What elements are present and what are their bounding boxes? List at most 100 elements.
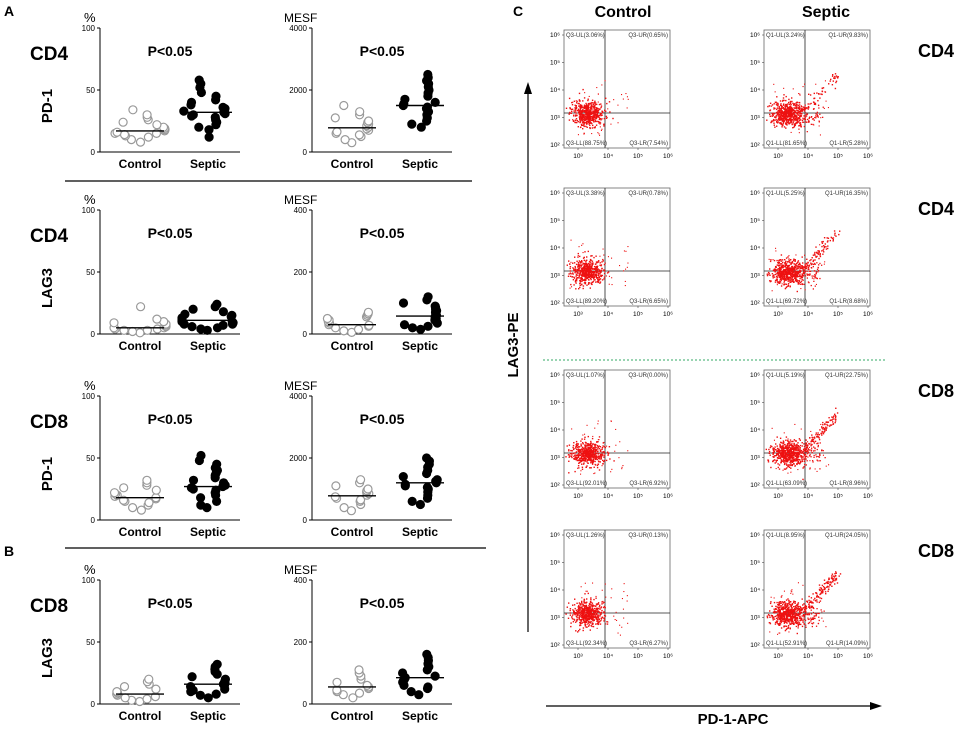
event-dot — [579, 454, 581, 456]
event-dot — [574, 280, 577, 282]
event-dot — [603, 612, 606, 614]
event-dot — [802, 262, 804, 264]
event-dot — [590, 613, 592, 615]
event-dot — [575, 106, 578, 109]
event-dot — [798, 456, 800, 458]
event-dot — [580, 451, 582, 453]
event-dot — [785, 99, 787, 102]
event-dot — [576, 620, 578, 622]
event-dot — [783, 272, 785, 275]
event-dot — [797, 268, 799, 270]
event-dot — [776, 104, 778, 106]
event-dot — [799, 94, 801, 96]
y-tick-label: 4000 — [289, 392, 307, 401]
event-dot — [799, 93, 801, 95]
event-dot — [793, 439, 796, 441]
event-dot — [789, 285, 791, 287]
event-dot — [799, 271, 801, 273]
control-point — [128, 503, 138, 513]
event-dot — [772, 453, 774, 455]
event-dot — [603, 446, 605, 448]
y-tick-label: 0 — [91, 700, 96, 709]
event-dot — [804, 254, 806, 256]
event-dot — [794, 449, 796, 451]
event-dot — [812, 260, 814, 263]
cell-type-label: CD8 — [30, 412, 68, 433]
event-dot — [781, 460, 783, 462]
event-dot — [580, 610, 582, 612]
event-dot — [587, 452, 589, 454]
event-dot — [579, 121, 581, 124]
event-dot — [591, 281, 593, 283]
event-dot — [774, 126, 776, 128]
event-dot — [577, 448, 580, 450]
event-dot — [800, 280, 803, 282]
event-dot — [780, 107, 782, 110]
event-dot — [589, 448, 591, 450]
event-dot — [603, 451, 605, 453]
x-tick-label: Control — [331, 157, 374, 171]
event-dot — [772, 452, 775, 455]
event-dot — [813, 97, 816, 99]
event-dot — [810, 445, 812, 447]
event-dot — [578, 105, 580, 107]
control-point — [144, 498, 154, 508]
control-point — [339, 100, 349, 111]
event-dot — [593, 466, 595, 468]
event-dot — [781, 100, 784, 102]
event-dot — [793, 114, 795, 116]
event-dot — [588, 261, 591, 263]
event-dot — [583, 107, 586, 110]
event-dot — [788, 108, 791, 110]
event-dot — [797, 451, 799, 453]
event-dot — [591, 622, 594, 624]
event-dot — [802, 478, 804, 481]
event-dot — [570, 261, 572, 263]
event-dot — [798, 283, 800, 285]
event-dot — [577, 606, 579, 608]
event-dot — [816, 252, 818, 254]
event-dot — [778, 111, 781, 113]
event-dot — [780, 259, 782, 261]
event-dot — [591, 604, 594, 606]
event-dot — [580, 445, 582, 447]
event-dot — [789, 439, 792, 441]
event-dot — [581, 608, 584, 610]
event-dot — [589, 454, 591, 456]
event-dot — [572, 101, 574, 103]
event-dot — [576, 454, 578, 456]
event-dot — [802, 279, 804, 281]
event-dot — [834, 75, 836, 78]
event-dot — [583, 259, 586, 262]
event-dot — [588, 274, 590, 276]
event-dot — [769, 280, 771, 282]
event-dot — [595, 269, 597, 271]
event-dot — [811, 447, 813, 449]
event-dot — [573, 613, 575, 615]
event-dot — [585, 626, 587, 628]
septic-point — [194, 122, 204, 132]
event-dot — [794, 259, 796, 261]
event-dot — [785, 272, 787, 274]
event-dot — [810, 456, 812, 458]
y-tick-label: 10⁶ — [750, 372, 760, 379]
event-dot — [776, 284, 778, 286]
event-dot — [588, 459, 590, 461]
event-dot — [778, 115, 780, 117]
event-dot — [597, 448, 599, 450]
event-dot — [783, 99, 785, 102]
event-dot — [582, 128, 584, 130]
event-dot — [794, 263, 796, 266]
event-dot — [603, 459, 606, 462]
control-point — [356, 475, 366, 485]
event-dot — [589, 124, 591, 127]
event-dot — [800, 461, 802, 463]
event-dot — [782, 452, 784, 454]
event-dot — [587, 109, 589, 111]
event-dot — [595, 448, 598, 451]
event-dot — [813, 124, 815, 126]
event-dot — [782, 273, 784, 275]
event-dot — [783, 94, 785, 96]
event-dot — [590, 604, 593, 606]
